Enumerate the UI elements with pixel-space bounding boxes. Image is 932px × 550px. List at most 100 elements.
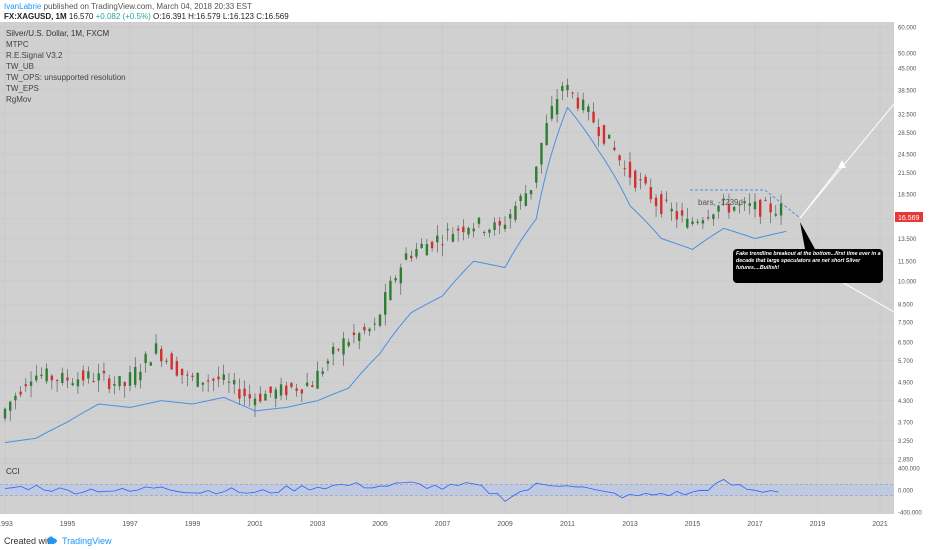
candle-body	[425, 244, 429, 256]
candle-body	[597, 126, 600, 137]
annotations: bars, -1239d Fake trendline breakout at …	[690, 103, 895, 313]
candle-body	[66, 377, 69, 381]
x-tick-label: 1995	[60, 521, 76, 528]
x-tick-label: 2001	[247, 521, 263, 528]
candle-body	[279, 384, 283, 396]
candle-body	[222, 374, 225, 381]
candle-body	[691, 221, 694, 225]
candle-body	[285, 385, 288, 396]
price-axis[interactable]	[894, 22, 932, 532]
candle-body	[248, 394, 251, 399]
candle-body	[123, 382, 126, 387]
candle-body	[368, 328, 371, 332]
legend-indicator: R.E.Signal V3.2	[6, 51, 63, 60]
candle-body	[545, 123, 548, 145]
x-tick-label: 1999	[185, 521, 201, 528]
last-price-tag	[895, 212, 923, 222]
y-tick-label: 60.000	[898, 26, 917, 32]
candle-body	[217, 376, 220, 380]
y-tick-label: 13.500	[898, 237, 917, 243]
candle-body	[264, 393, 267, 401]
arrow-head	[838, 160, 846, 168]
candle-body	[389, 280, 392, 301]
candle-body	[587, 106, 590, 113]
candle-body	[212, 378, 215, 381]
candle-body	[3, 408, 7, 419]
publish-info: published on TradingView.com, March 04, …	[43, 2, 253, 11]
candle-body	[477, 217, 481, 224]
candle-body	[19, 391, 22, 395]
candle-body	[196, 372, 199, 387]
candle-body	[97, 373, 100, 381]
candle-body	[602, 125, 606, 144]
candle-body	[456, 228, 460, 231]
cci-indicator: 400.000 0.000 -400.000	[0, 462, 922, 517]
cci-label: CCI	[6, 467, 20, 476]
candle-body	[743, 201, 746, 204]
legend-indicator: RgMov	[6, 95, 31, 104]
candle-body	[201, 382, 205, 385]
candle-body	[759, 199, 762, 217]
author-link[interactable]: IvanLabrie	[4, 2, 42, 11]
candle-body	[321, 371, 324, 375]
cci-band	[0, 484, 894, 496]
candle-body	[347, 342, 350, 346]
candle-body	[623, 168, 626, 170]
price-chart[interactable]: 60.000 50.000 45.000 38.500 32.500 28.500 24.5…	[0, 22, 932, 532]
y-tick-label: 11.500	[898, 260, 917, 266]
y-tick-label: 4.300	[898, 399, 914, 405]
candle-body	[128, 372, 132, 386]
candle-body	[524, 193, 528, 206]
x-tick-label: 1997	[122, 521, 138, 528]
candle-body	[649, 187, 653, 200]
candle-body	[253, 398, 257, 406]
chart-area[interactable]: 60.000 50.000 45.000 38.500 32.500 28.500 24.5…	[0, 22, 932, 532]
candle-body	[488, 229, 491, 233]
candle-body	[717, 205, 720, 212]
callout-text-container: Fake trendline breakout at the bottom...…	[736, 251, 881, 271]
candle-body	[748, 203, 751, 206]
candle-body	[555, 99, 559, 115]
candle-body	[675, 211, 679, 220]
tradingview-brand[interactable]: TradingView	[62, 536, 112, 546]
candle-body	[592, 111, 595, 123]
candle-body	[472, 228, 475, 232]
candle-body	[712, 214, 715, 219]
candle-body	[290, 383, 293, 387]
candle-body	[92, 381, 95, 383]
candle-body	[529, 190, 533, 195]
ohlc-values: O:16.391 H:16.579 L:16.123 C:16.569	[153, 12, 289, 21]
candle-body	[644, 176, 647, 184]
y-tick-label: 18.500	[898, 192, 917, 198]
change-value: +0.082 (+0.5%)	[95, 12, 151, 21]
candle-body	[399, 267, 403, 284]
y-axis-ticks: 60.000 50.000 45.000 38.500 32.500 28.500 24.5…	[898, 26, 917, 464]
y-tick-label: 8.500	[898, 303, 914, 309]
candle-body	[238, 389, 241, 399]
trendline-upper	[799, 103, 895, 219]
candle-body	[259, 393, 262, 402]
y-tick-label: 24.500	[898, 152, 917, 158]
y-tick-label: 38.500	[898, 88, 917, 94]
candle-body	[462, 226, 465, 233]
candle-body	[696, 221, 699, 223]
candle-body	[165, 360, 168, 362]
legend-indicator: TW_EPS	[6, 84, 39, 93]
candle-body	[576, 97, 580, 109]
candle-body	[764, 200, 767, 202]
candle-body	[118, 376, 121, 387]
candle-body	[87, 371, 90, 379]
cci-tick-label: 0.000	[898, 489, 914, 495]
candle-body	[45, 368, 48, 382]
candle-body	[9, 401, 12, 411]
x-tick-label: 2015	[685, 521, 701, 528]
candle-body	[727, 203, 731, 213]
x-tick-label: 2021	[872, 521, 888, 528]
candle-body	[404, 253, 408, 260]
candle-body	[269, 386, 272, 393]
x-tick-label: 2017	[747, 521, 763, 528]
candle-body	[706, 217, 710, 219]
candle-body	[618, 155, 621, 161]
candle-body	[571, 92, 574, 94]
candle-body	[113, 383, 116, 386]
